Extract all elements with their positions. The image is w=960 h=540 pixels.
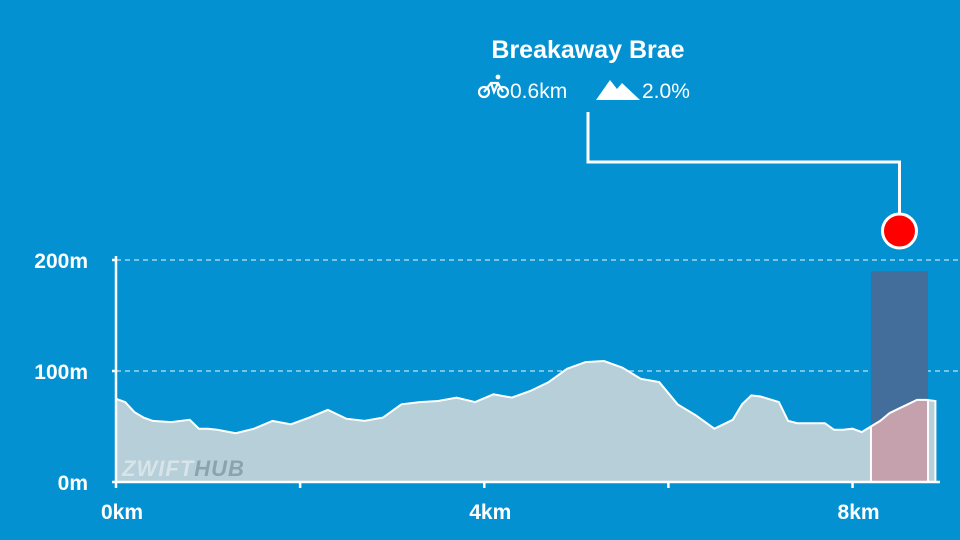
y-tick-label-2: 200m: [34, 250, 88, 273]
segment-profile-area: [869, 398, 930, 483]
mountain-icon: [596, 80, 640, 100]
tick-labels: 0m 100m 200m 0km 4km 8km: [34, 250, 879, 524]
segment-marker[interactable]: [880, 212, 918, 250]
elevation-profile-area: [115, 359, 937, 483]
axes: [114, 256, 940, 484]
segment-name: Breakaway Brae: [491, 36, 684, 64]
segment-distance: 0.6km: [510, 80, 567, 103]
watermark-part2: HUB: [194, 456, 245, 481]
watermark: ZWIFTHUB: [121, 456, 245, 481]
x-tick-label-2: 4km: [469, 501, 511, 524]
segment-callout: Breakaway Brae 0.6km 2.0%: [477, 36, 690, 103]
segment-gradient: 2.0%: [642, 80, 690, 103]
bicycle-icon: [477, 74, 510, 99]
y-tick-label-1: 100m: [34, 361, 88, 384]
x-tick-label-0: 0km: [101, 501, 143, 524]
y-tick-label-0: 0m: [58, 472, 88, 495]
x-tick-label-4: 8km: [838, 501, 880, 524]
watermark-part1: ZWIFT: [121, 456, 195, 481]
grid-lines: [116, 259, 960, 372]
svg-text:ZWIFTHUB: ZWIFTHUB: [121, 456, 245, 481]
segment-callout-line: [586, 112, 901, 214]
